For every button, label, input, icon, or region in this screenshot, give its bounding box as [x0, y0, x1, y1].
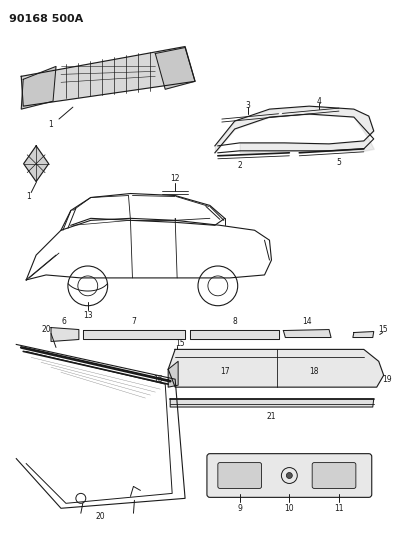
- Text: 5: 5: [336, 158, 342, 167]
- Text: 8: 8: [232, 317, 237, 326]
- Polygon shape: [168, 361, 178, 387]
- Text: 1: 1: [49, 119, 53, 128]
- Polygon shape: [51, 328, 79, 342]
- Text: 15: 15: [378, 325, 387, 334]
- Text: 10: 10: [285, 504, 294, 513]
- Polygon shape: [168, 350, 384, 387]
- Polygon shape: [21, 46, 195, 106]
- Polygon shape: [170, 399, 374, 407]
- Polygon shape: [21, 67, 56, 109]
- Text: 12: 12: [171, 174, 180, 183]
- Text: 11: 11: [334, 504, 344, 513]
- Polygon shape: [155, 47, 195, 89]
- Text: 15: 15: [175, 339, 185, 348]
- Text: 19: 19: [382, 375, 391, 384]
- Polygon shape: [353, 332, 374, 337]
- Text: 90168 500A: 90168 500A: [9, 14, 84, 24]
- Polygon shape: [83, 329, 185, 340]
- Text: 21: 21: [267, 413, 276, 422]
- FancyBboxPatch shape: [312, 463, 356, 488]
- Text: 17: 17: [220, 367, 230, 376]
- FancyBboxPatch shape: [207, 454, 372, 497]
- Circle shape: [281, 467, 297, 483]
- Polygon shape: [283, 329, 331, 337]
- Text: 20: 20: [41, 325, 51, 334]
- Polygon shape: [190, 329, 279, 340]
- Polygon shape: [24, 146, 49, 182]
- Text: 16: 16: [153, 375, 163, 384]
- Text: 1: 1: [26, 192, 31, 201]
- Text: 18: 18: [309, 367, 319, 376]
- Text: 4: 4: [317, 96, 321, 106]
- FancyBboxPatch shape: [218, 463, 261, 488]
- Text: 7: 7: [131, 317, 136, 326]
- Circle shape: [286, 473, 292, 479]
- Text: 3: 3: [245, 101, 250, 110]
- Text: 6: 6: [62, 317, 66, 326]
- Text: 13: 13: [83, 311, 93, 320]
- Text: 14: 14: [302, 317, 312, 326]
- Text: 2: 2: [237, 161, 242, 170]
- Text: 9: 9: [237, 504, 242, 513]
- Text: 20: 20: [96, 512, 105, 521]
